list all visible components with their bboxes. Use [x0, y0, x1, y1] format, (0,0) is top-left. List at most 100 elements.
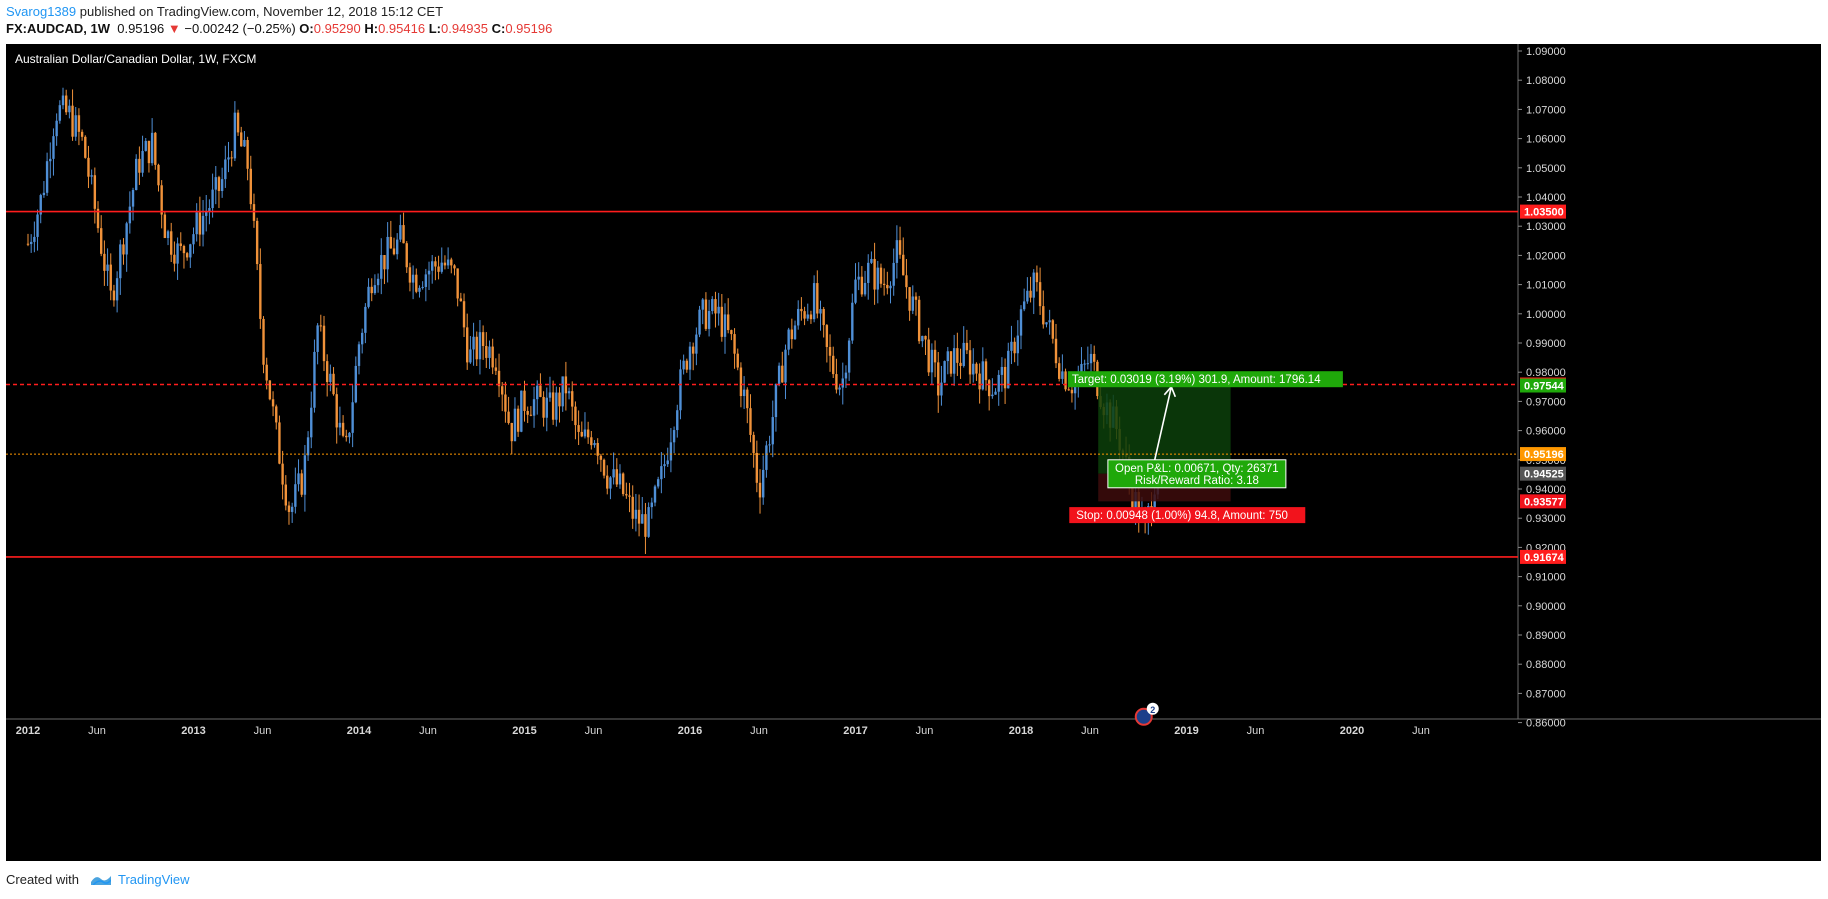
candle-body — [453, 265, 456, 269]
candle-body — [800, 308, 803, 312]
candle-body — [157, 164, 160, 186]
candle-body — [577, 425, 580, 432]
candle-body — [507, 411, 510, 424]
price-axis-tag — [1520, 378, 1566, 393]
candle-body — [115, 278, 119, 301]
candle-body — [52, 136, 55, 159]
candle-body — [797, 308, 800, 326]
tradingview-link[interactable]: TradingView — [118, 872, 190, 887]
candle-body — [1035, 272, 1039, 283]
candle-body — [144, 140, 147, 151]
candle-body — [1048, 320, 1051, 323]
price-tick-label: 0.98000 — [1526, 367, 1566, 379]
candle-body — [879, 267, 883, 284]
candle-body — [478, 332, 482, 360]
candle-body — [319, 325, 323, 327]
candle-body — [650, 502, 654, 508]
time-tick-label: Jun — [1412, 725, 1430, 737]
candle-body — [532, 399, 536, 416]
candle-body — [895, 240, 899, 263]
candle-body — [415, 274, 418, 292]
candle-body — [265, 364, 268, 381]
candle-body — [39, 195, 42, 215]
candle-body — [873, 258, 876, 290]
price-tick-label: 0.99000 — [1526, 338, 1566, 350]
candle-body — [29, 241, 33, 245]
chart-panel[interactable]: 1.09000 1.08000 1.07000 1.06000 1.05000 1.040… — [6, 44, 1821, 861]
candle-body — [100, 228, 103, 254]
candle-body — [965, 342, 969, 351]
candle-body — [179, 243, 182, 247]
candle-body — [889, 285, 892, 289]
candle-body — [975, 363, 978, 374]
time-tick-label: Jun — [1081, 725, 1099, 737]
candle-body — [593, 442, 596, 446]
candle-body — [405, 243, 408, 268]
candle-body — [1057, 363, 1061, 379]
candle-body — [529, 414, 533, 416]
candle-body — [927, 339, 930, 373]
candle-body — [389, 236, 393, 249]
candle-body — [666, 460, 669, 465]
candle-body — [189, 244, 192, 258]
candle-body — [316, 325, 319, 352]
candle-body — [548, 392, 552, 398]
risk-reward-label: Risk/Reward Ratio: 3.18 — [1135, 475, 1259, 487]
high-value: 0.95416 — [378, 21, 426, 36]
candle-body — [771, 417, 774, 445]
time-tick-label: Jun — [254, 725, 272, 737]
target-label: Target: 0.03019 (3.19%) 301.9, Amount: 1… — [1072, 374, 1321, 386]
candle-body — [580, 431, 583, 437]
candle-body — [857, 276, 860, 280]
candle-body — [504, 394, 507, 412]
candle-body — [717, 306, 720, 314]
price-tick-label: 0.94000 — [1526, 484, 1566, 496]
candle-body — [981, 361, 985, 390]
candle-body — [688, 346, 692, 370]
candle-body — [536, 385, 539, 400]
time-tick-label: 2019 — [1174, 725, 1198, 737]
candle-body — [660, 466, 663, 480]
tradingview-logo-icon — [90, 873, 112, 888]
candle-body — [1000, 366, 1004, 375]
candle-body — [959, 362, 962, 366]
candle-body — [163, 214, 167, 239]
symbol-label: FX:AUDCAD, 1W — [6, 21, 110, 36]
candle-body — [354, 365, 358, 403]
candle-body — [472, 336, 475, 350]
price-chart[interactable]: 1.09000 1.08000 1.07000 1.06000 1.05000 1.040… — [6, 44, 1821, 861]
candle-body — [749, 408, 752, 435]
candle-body — [762, 469, 765, 498]
candle-body — [341, 422, 345, 436]
candle-body — [446, 259, 450, 266]
candle-body — [586, 429, 590, 438]
candle-body — [220, 179, 224, 192]
candle-body — [898, 240, 902, 255]
candle-body — [707, 311, 711, 329]
author-link[interactable]: Svarog1389 — [6, 4, 77, 19]
candle-body — [860, 276, 864, 295]
candle-body — [224, 159, 227, 180]
candle-body — [914, 296, 918, 300]
price-axis-tag-label: 0.97544 — [1524, 381, 1565, 393]
candle-body — [58, 105, 62, 121]
candle-body — [825, 325, 829, 348]
candle-body — [539, 385, 542, 397]
candle-body — [182, 246, 186, 254]
candle-body — [271, 399, 275, 407]
candle-body — [841, 378, 844, 388]
projection-arrow — [1152, 386, 1173, 466]
time-tick-label: 2016 — [678, 725, 702, 737]
candle-body — [1051, 320, 1055, 339]
candle-body — [952, 348, 956, 374]
candle-body — [233, 112, 237, 159]
candle-body — [408, 267, 412, 283]
candle-body — [201, 215, 205, 235]
candle-body — [443, 262, 447, 266]
candle-body — [723, 314, 727, 337]
candle-body — [793, 325, 797, 340]
candle-body — [259, 264, 262, 319]
candle-body — [663, 464, 666, 467]
time-tick-label: Jun — [88, 725, 106, 737]
candle-body — [641, 514, 644, 524]
